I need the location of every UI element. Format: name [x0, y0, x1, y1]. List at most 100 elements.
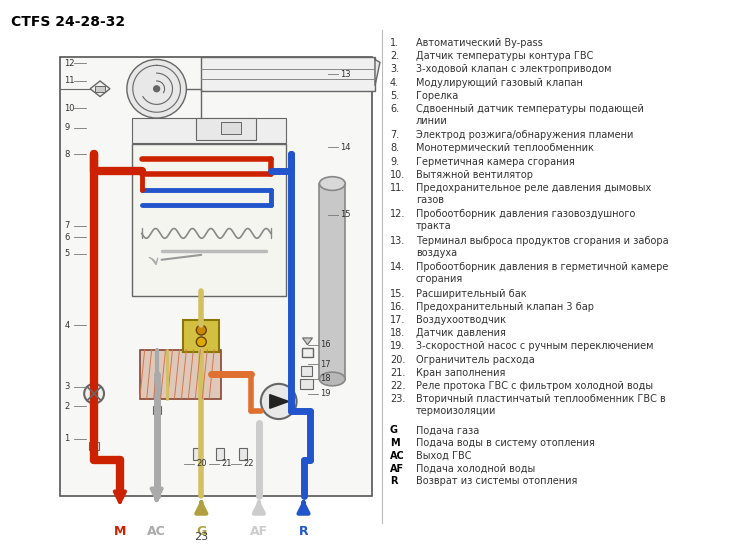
- Text: R: R: [299, 525, 309, 538]
- Polygon shape: [90, 81, 110, 97]
- Text: 11.: 11.: [390, 183, 405, 193]
- Bar: [300, 366, 312, 376]
- Text: 22: 22: [243, 460, 253, 468]
- Text: Выход ГВС: Выход ГВС: [416, 451, 471, 461]
- Text: 21: 21: [221, 460, 231, 468]
- Ellipse shape: [319, 177, 345, 191]
- Text: Пробоотборник давления в герметичной камере
сгорания: Пробоотборник давления в герметичной кам…: [416, 262, 668, 284]
- Text: 18.: 18.: [390, 328, 405, 338]
- Text: 2.: 2.: [390, 51, 399, 61]
- Bar: [221, 122, 241, 134]
- Text: Возврат из системы отопления: Возврат из системы отопления: [416, 476, 577, 486]
- Text: Воздухоотводчик: Воздухоотводчик: [416, 315, 506, 325]
- Text: Реле протока ГВС с фильтром холодной воды: Реле протока ГВС с фильтром холодной вод…: [416, 381, 653, 391]
- Text: 18: 18: [321, 375, 331, 383]
- Text: R: R: [390, 476, 398, 486]
- Bar: [300, 379, 313, 389]
- Circle shape: [196, 325, 206, 335]
- Text: Электрод розжига/обнаружения пламени: Электрод розжига/обнаружения пламени: [416, 130, 633, 140]
- Polygon shape: [270, 395, 288, 408]
- Text: Монотермический теплообменник: Монотермический теплообменник: [416, 144, 593, 153]
- Text: Горелка: Горелка: [416, 91, 458, 100]
- Bar: [140, 349, 221, 399]
- Text: 16: 16: [321, 340, 331, 349]
- Text: 11: 11: [64, 76, 75, 86]
- Text: Ограничитель расхода: Ограничитель расхода: [416, 354, 535, 365]
- Bar: [193, 448, 201, 460]
- Text: 9: 9: [64, 123, 70, 132]
- Text: 14.: 14.: [390, 262, 405, 272]
- Text: Терминал выброса продуктов сгорания и забора
воздуха: Терминал выброса продуктов сгорания и за…: [416, 236, 668, 258]
- Text: Вытяжной вентилятор: Вытяжной вентилятор: [416, 170, 533, 180]
- Text: Датчик температуры контура ГВС: Датчик температуры контура ГВС: [416, 51, 593, 61]
- Circle shape: [84, 384, 104, 403]
- Bar: [61, 57, 372, 496]
- Bar: [153, 406, 160, 414]
- Polygon shape: [303, 338, 312, 345]
- Text: Подача газа: Подача газа: [416, 425, 479, 435]
- Text: 6.: 6.: [390, 104, 399, 114]
- Text: 14: 14: [340, 143, 351, 152]
- Ellipse shape: [319, 372, 345, 386]
- Bar: [216, 448, 224, 460]
- Text: M: M: [114, 525, 126, 538]
- Text: Вторичный пластинчатый теплообменник ГВС в
термоизоляции: Вторичный пластинчатый теплообменник ГВС…: [416, 394, 665, 416]
- Bar: [184, 321, 219, 352]
- Bar: [89, 442, 99, 450]
- Polygon shape: [375, 57, 380, 86]
- Text: 5: 5: [64, 250, 70, 258]
- Text: AC: AC: [148, 525, 166, 538]
- Bar: [132, 118, 285, 143]
- Text: 3-ходовой клапан с электроприводом: 3-ходовой клапан с электроприводом: [416, 64, 611, 74]
- Bar: [239, 448, 247, 460]
- Text: Подача холодной воды: Подача холодной воды: [416, 464, 535, 473]
- Text: Подача воды в систему отопления: Подача воды в систему отопления: [416, 438, 595, 448]
- Text: Датчик давления: Датчик давления: [416, 328, 506, 338]
- Text: Модулирующий газовый клапан: Модулирующий газовый клапан: [416, 78, 583, 87]
- Text: AF: AF: [250, 525, 268, 538]
- Text: 1.: 1.: [390, 38, 399, 48]
- Text: 8: 8: [64, 150, 70, 159]
- Text: 8.: 8.: [390, 144, 399, 153]
- Text: 13.: 13.: [390, 236, 405, 246]
- Text: 12.: 12.: [390, 210, 405, 219]
- Text: G: G: [196, 525, 207, 538]
- Text: 3-скоростной насос с ручным переключением: 3-скоростной насос с ручным переключение…: [416, 341, 653, 352]
- Text: Пробоотборник давления газовоздушного
тракта: Пробоотборник давления газовоздушного тр…: [416, 210, 635, 232]
- Text: 4: 4: [64, 321, 70, 330]
- Text: 1: 1: [64, 434, 70, 443]
- Text: 19.: 19.: [390, 341, 405, 352]
- Text: 2: 2: [64, 402, 70, 411]
- Text: 3.: 3.: [390, 64, 399, 74]
- Text: 4.: 4.: [390, 78, 399, 87]
- Text: 15: 15: [340, 210, 351, 219]
- Bar: [196, 118, 256, 140]
- Bar: [132, 145, 285, 296]
- Text: 10.: 10.: [390, 170, 405, 180]
- Text: 5.: 5.: [390, 91, 399, 100]
- Text: 3: 3: [64, 382, 70, 391]
- Text: Автоматический By-pass: Автоматический By-pass: [416, 38, 542, 48]
- Bar: [95, 86, 105, 92]
- Text: Расширительный бак: Расширительный бак: [416, 289, 527, 299]
- Text: 10: 10: [64, 104, 75, 113]
- Circle shape: [154, 86, 160, 92]
- Text: 6: 6: [64, 233, 70, 242]
- Text: 16.: 16.: [390, 302, 405, 312]
- Text: 21.: 21.: [390, 368, 405, 378]
- Bar: [201, 57, 375, 91]
- Text: 9.: 9.: [390, 157, 399, 167]
- Text: 17.: 17.: [390, 315, 405, 325]
- Text: 12: 12: [64, 59, 75, 68]
- Bar: [319, 183, 345, 379]
- Circle shape: [261, 384, 297, 419]
- Text: 23.: 23.: [390, 394, 405, 404]
- Text: Сдвоенный датчик температуры подающей
линии: Сдвоенный датчик температуры подающей ли…: [416, 104, 643, 126]
- Text: 20: 20: [196, 460, 207, 468]
- Text: Герметичная камера сгорания: Герметичная камера сгорания: [416, 157, 574, 167]
- Text: AF: AF: [390, 464, 404, 473]
- Text: 13: 13: [340, 69, 351, 79]
- Text: G: G: [390, 425, 398, 435]
- Text: M: M: [390, 438, 399, 448]
- Text: AC: AC: [390, 451, 404, 461]
